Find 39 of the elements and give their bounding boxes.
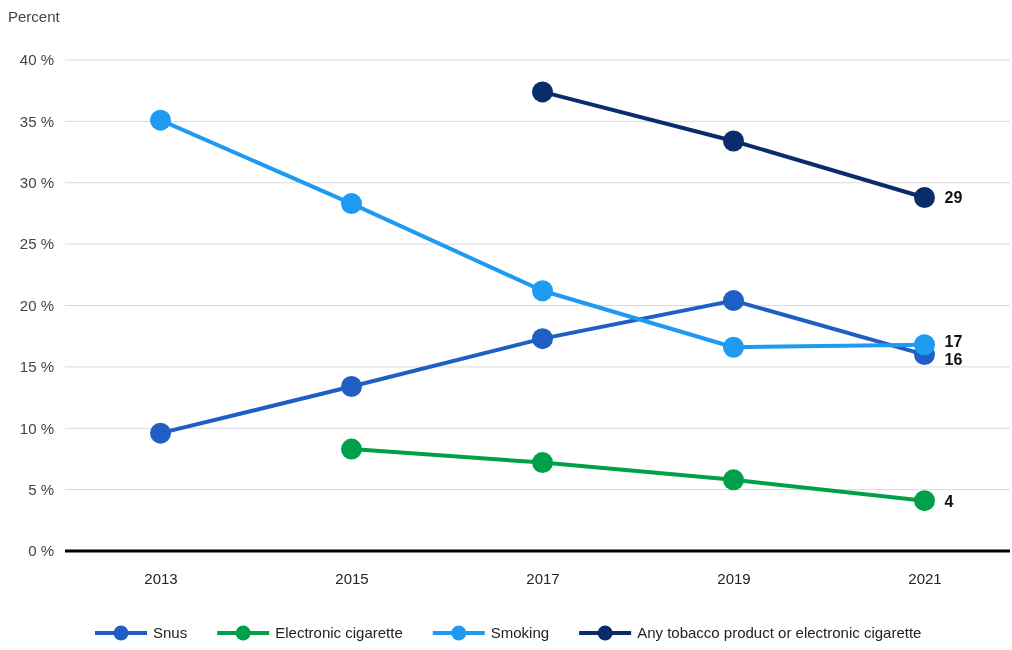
data-label: 17 [944, 332, 963, 350]
y-tick-label: 20 % [19, 296, 54, 314]
point [341, 376, 362, 398]
legend-label: Smoking [490, 624, 550, 641]
y-tick-label: 10 % [19, 419, 54, 437]
x-tick-label: 2015 [335, 569, 369, 587]
point [341, 193, 362, 215]
legend-label: Electronic cigarette [275, 624, 403, 641]
point [723, 469, 744, 491]
point [914, 490, 935, 512]
point [150, 109, 171, 131]
point [723, 130, 744, 152]
point [532, 328, 553, 350]
point [532, 280, 553, 302]
point [914, 186, 935, 208]
point [150, 422, 171, 444]
y-tick-label: 30 % [19, 174, 54, 192]
legend-label: Snus [153, 624, 188, 641]
x-tick-label: 2019 [717, 569, 751, 587]
x-tick-label: 2021 [908, 569, 942, 587]
point [723, 336, 744, 358]
y-tick-label: 5 % [28, 480, 54, 498]
data-label: 16 [944, 350, 963, 368]
y-axis-title: Percent [8, 8, 61, 25]
y-tick-label: 40 % [19, 51, 54, 69]
x-tick-label: 2013 [144, 569, 178, 587]
point [723, 290, 744, 312]
y-tick-label: 15 % [19, 358, 54, 376]
data-label: 4 [944, 492, 954, 510]
y-tick-label: 25 % [19, 235, 54, 253]
y-tick-label: 0 % [28, 542, 54, 560]
point [532, 81, 553, 103]
x-tick-label: 2017 [526, 569, 560, 587]
point [532, 452, 553, 474]
point [914, 334, 935, 356]
y-tick-label: 35 % [19, 112, 54, 130]
point [341, 438, 362, 460]
data-label: 29 [944, 189, 963, 207]
legend-label: Any tobacco product or electronic cigarette [637, 624, 922, 641]
